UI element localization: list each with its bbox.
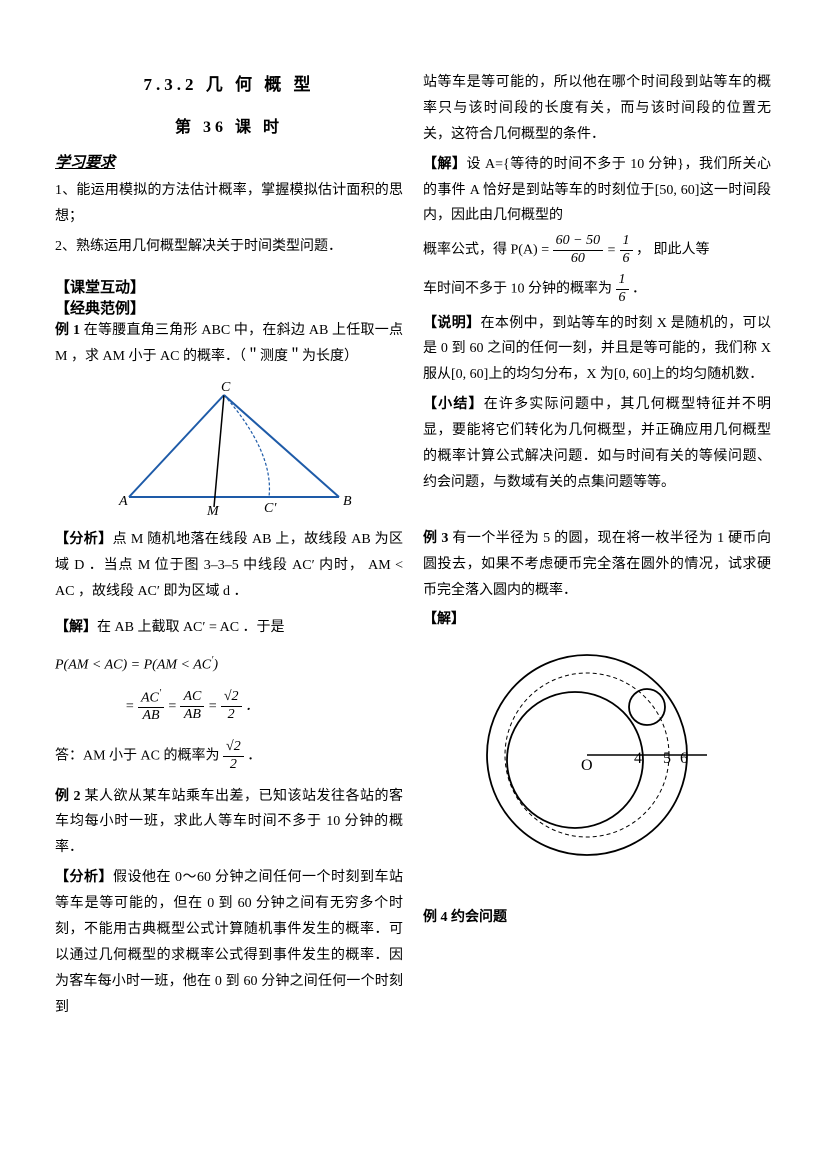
ex3-solve: 【解】 bbox=[423, 607, 771, 633]
right-solve-formula: 概率公式，得 P(A) = 60 − 5060 = 16 ， 即此人等 bbox=[423, 233, 771, 268]
class-interaction-label: 【课堂互动】 bbox=[55, 276, 403, 297]
analysis-1: 【分析】点 M 随机地落在线段 AB 上，故线段 AB 为区域 D ．当点 M … bbox=[55, 527, 403, 605]
learning-requirements-label: 学习要求 bbox=[55, 151, 403, 172]
formula-pam: P(AM < AC) = P(AM < AC′) bbox=[55, 655, 403, 674]
ex2-analysis-label: 【分析】 bbox=[55, 870, 113, 885]
learning-req-1: 1、能运用模拟的方法估计概率，掌握模拟估计面积的思想； bbox=[55, 178, 403, 230]
ex3-label: 例 3 bbox=[423, 531, 448, 546]
explain-label: 【说明】 bbox=[423, 316, 480, 331]
ex2-label: 例 2 bbox=[55, 789, 81, 804]
svg-text:A: A bbox=[118, 494, 128, 509]
example-3: 例 3 有一个半径为 5 的圆，现在将一枚半径为 1 硬币向圆投去，如果不考虑硬… bbox=[423, 526, 771, 604]
solve-1: 【解】在 AB 上截取 AC′ = AC ．于是 bbox=[55, 615, 403, 641]
ex4-label: 例 4 bbox=[423, 910, 448, 925]
ex3-solve-label: 【解】 bbox=[423, 612, 465, 627]
analysis-label: 【分析】 bbox=[55, 532, 113, 547]
ex3-text: 有一个半径为 5 的圆，现在将一枚半径为 1 硬币向圆投去，如果不考虑硬币完全落… bbox=[423, 531, 771, 598]
left-column: 7.3.2 几 何 概 型 第 36 课 时 学习要求 1、能运用模拟的方法估计… bbox=[55, 70, 403, 1025]
triangle-diagram: A B C M C′ bbox=[99, 377, 359, 517]
solve-label: 【解】 bbox=[55, 620, 97, 635]
svg-text:C: C bbox=[221, 380, 231, 395]
right-solve-label: 【解】 bbox=[423, 157, 467, 172]
circles-diagram: O 4 5 6 bbox=[467, 645, 727, 865]
ex2-text: 某人欲从某车站乘车出差，已知该站发往各站的客车均每小时一班，求此人等车时间不多于… bbox=[55, 789, 403, 856]
learning-req-2: 2、熟练运用几何概型解决关于时间类型问题． bbox=[55, 234, 403, 260]
answer-prefix: 答：AM 小于 AC 的概率为 bbox=[55, 748, 220, 763]
svg-text:C′: C′ bbox=[264, 501, 277, 516]
continuation: 站等车是等可能的，所以他在哪个时间段到站等车的概率只与该时间段的长度有关，而与该… bbox=[423, 70, 771, 148]
example-1: 例 1 在等腰直角三角形 ABC 中，在斜边 AB 上任取一点 M ，求 AM … bbox=[55, 318, 403, 370]
ex4-title: 约会问题 bbox=[448, 910, 508, 925]
right-solve: 【解】设 A={等待的时间不多于 10 分钟}，我们所关心的事件 A 恰好是到站… bbox=[423, 152, 771, 230]
summary-label: 【小结】 bbox=[423, 397, 484, 412]
explain: 【说明】在本例中，到站等车的时刻 X 是随机的，可以是 0 到 60 之间的任何… bbox=[423, 311, 771, 389]
formula-frac-chain: = AC′AB = ACAB = √22 ． bbox=[55, 688, 403, 725]
svg-text:O: O bbox=[581, 757, 593, 774]
answer-line: 答：AM 小于 AC 的概率为 √22 ． bbox=[55, 739, 403, 774]
formula-suffix: ， 即此人等 bbox=[633, 243, 710, 258]
summary: 【小结】在许多实际问题中，其几何概型特征并不明显，要能将它们转化为几何概型，并正… bbox=[423, 392, 771, 496]
ex2-analysis-text: 假设他在 0～60 分钟之间任何一个时刻到车站等车是等可能的，但在 0 到 60… bbox=[55, 870, 403, 1014]
right-solve-text1: 设 A={等待的时间不多于 10 分钟}，我们所关心的事件 A 恰好是到站等车的… bbox=[423, 157, 771, 224]
svg-text:4: 4 bbox=[634, 750, 642, 767]
right-solve-text3: 车时间不多于 10 分钟的概率为 16 ． bbox=[423, 272, 771, 307]
example-4: 例 4 约会问题 bbox=[423, 905, 771, 931]
ex1-text: 在等腰直角三角形 ABC 中，在斜边 AB 上任取一点 M ，求 AM 小于 A… bbox=[55, 323, 403, 364]
ex1-label: 例 1 bbox=[55, 323, 80, 338]
lesson-number: 第 36 课 时 bbox=[55, 113, 403, 137]
svg-text:B: B bbox=[343, 494, 352, 509]
example-2: 例 2 某人欲从某车站乘车出差，已知该站发往各站的客车均每小时一班，求此人等车时… bbox=[55, 784, 403, 862]
ex2-analysis: 【分析】假设他在 0～60 分钟之间任何一个时刻到车站等车是等可能的，但在 0 … bbox=[55, 865, 403, 1020]
svg-text:5: 5 bbox=[663, 750, 671, 767]
svg-text:M: M bbox=[206, 504, 220, 517]
right-column: 站等车是等可能的，所以他在哪个时间段到站等车的概率只与该时间段的长度有关，而与该… bbox=[423, 70, 771, 1025]
formula-prefix: 概率公式，得 P(A) = bbox=[423, 243, 553, 258]
solve-text: 在 AB 上截取 AC′ = AC ．于是 bbox=[97, 620, 285, 635]
section-number: 7.3.2 几 何 概 型 bbox=[55, 70, 403, 95]
classic-example-label: 【经典范例】 bbox=[55, 297, 403, 318]
svg-text:6: 6 bbox=[680, 750, 688, 767]
